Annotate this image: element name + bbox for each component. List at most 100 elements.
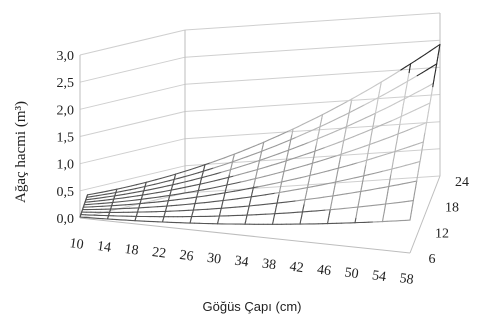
- surface-line-x: [389, 150, 396, 154]
- surface-line-x: [416, 72, 423, 77]
- surface-line-x: [312, 138, 319, 142]
- surface-line-x: [204, 162, 211, 166]
- surface-line-x: [135, 182, 142, 186]
- surface-line-x: [175, 187, 182, 190]
- surface-line-x: [196, 177, 203, 180]
- surface-line-x: [376, 124, 383, 128]
- y-tick-label: 2,0: [57, 103, 75, 118]
- surface-line-x: [101, 190, 108, 193]
- surface-line-x: [375, 204, 382, 206]
- surface-line-x: [241, 156, 248, 159]
- surface-line-x: [215, 193, 221, 195]
- surface-line-x: [342, 165, 349, 168]
- surface-line-x: [163, 200, 169, 202]
- surface-line-x: [259, 158, 265, 161]
- floor-edge-right: [409, 175, 441, 254]
- surface-line-x: [371, 204, 377, 207]
- surface-line-x: [330, 181, 337, 184]
- surface-line-x: [256, 167, 263, 171]
- surface-line-x: [359, 145, 366, 149]
- surface-line-x: [143, 189, 150, 192]
- surface-line-x: [421, 121, 428, 126]
- surface-line-x: [352, 134, 359, 138]
- surface-line-x: [138, 190, 145, 193]
- surface-line-x: [334, 116, 340, 121]
- wall-gridline-left: [79, 138, 186, 165]
- surface-line-x: [90, 198, 97, 200]
- surface-line-x: [326, 132, 333, 136]
- wall-gridline-left: [79, 165, 186, 192]
- surface-line-x: [375, 81, 382, 86]
- wall-gridline-left: [79, 83, 186, 110]
- surface-line-x: [103, 199, 110, 201]
- surface-line-x: [122, 196, 129, 199]
- surface-line-x: [321, 134, 328, 138]
- surface-line-x: [186, 179, 193, 182]
- wall-gridline-back: [184, 66, 441, 85]
- surface-line-x: [245, 179, 252, 182]
- surface-line-x: [358, 175, 365, 178]
- surface-line-x: [411, 125, 418, 129]
- surface-line-x: [94, 197, 101, 200]
- surface-line-x: [213, 200, 219, 203]
- surface-line-x: [95, 194, 102, 197]
- surface-line-x: [394, 100, 401, 105]
- wall-gridline-back: [184, 12, 441, 31]
- surface-line-x: [257, 204, 264, 206]
- surface-line-x: [408, 200, 414, 202]
- surface-line-x: [421, 69, 428, 74]
- surface-line-x: [156, 191, 163, 194]
- surface-line-x: [309, 197, 315, 200]
- surface-line-x: [383, 137, 390, 140]
- y-tick-label: 0,0: [57, 212, 75, 227]
- surface-line-x: [128, 192, 135, 194]
- surface-line-x: [120, 190, 127, 193]
- surface-line-x: [364, 143, 371, 147]
- surface-line-x: [366, 87, 373, 92]
- surface-line-x: [116, 187, 123, 190]
- surface-line-x: [364, 189, 371, 192]
- surface-line-x: [367, 128, 374, 132]
- surface-line-x: [346, 98, 353, 103]
- surface-line-x: [219, 192, 226, 195]
- surface-line-depth: [409, 216, 412, 221]
- surface-line-x: [226, 183, 233, 186]
- surface-line-x: [374, 187, 380, 190]
- surface-line-x: [263, 156, 270, 160]
- surface-line-x: [194, 165, 201, 169]
- surface-line-x: [418, 141, 424, 145]
- surface-line-x: [372, 171, 379, 175]
- surface-line-x: [260, 194, 266, 197]
- x-tick-label: 30: [206, 251, 222, 268]
- surface-line-depth: [434, 69, 437, 75]
- surface-line-x: [396, 166, 402, 169]
- surface-line-x: [268, 137, 275, 141]
- surface-line-depth: [427, 112, 429, 117]
- surface-line-x: [254, 176, 261, 180]
- surface-line-x: [153, 201, 160, 203]
- wall-gridline-back: [184, 175, 441, 194]
- y-axis-label: Ağaç hacmi (m³): [13, 101, 29, 203]
- surface-line-x: [386, 120, 393, 124]
- surface-line-x: [202, 188, 209, 191]
- surface-line-x: [148, 188, 154, 191]
- surface-line-x: [370, 84, 377, 89]
- surface-line-x: [86, 193, 93, 196]
- surface-line-x: [287, 128, 294, 132]
- surface-line-x: [348, 206, 354, 209]
- surface-line-depth: [436, 56, 439, 62]
- surface-line-x: [269, 192, 276, 195]
- surface-line-x: [391, 167, 398, 170]
- surface-line-x: [228, 153, 235, 157]
- surface-line-depth: [428, 105, 430, 111]
- surface-line-x: [235, 181, 242, 184]
- surface-line-x: [403, 95, 410, 100]
- surface-line-x: [348, 109, 355, 114]
- surface-line-x: [341, 193, 348, 195]
- surface-line-x: [106, 189, 113, 192]
- surface-line-x: [379, 108, 386, 112]
- surface-line-x: [398, 201, 405, 203]
- surface-line-x: [343, 112, 350, 116]
- surface-line-x: [429, 47, 436, 52]
- surface-line-x: [290, 178, 297, 181]
